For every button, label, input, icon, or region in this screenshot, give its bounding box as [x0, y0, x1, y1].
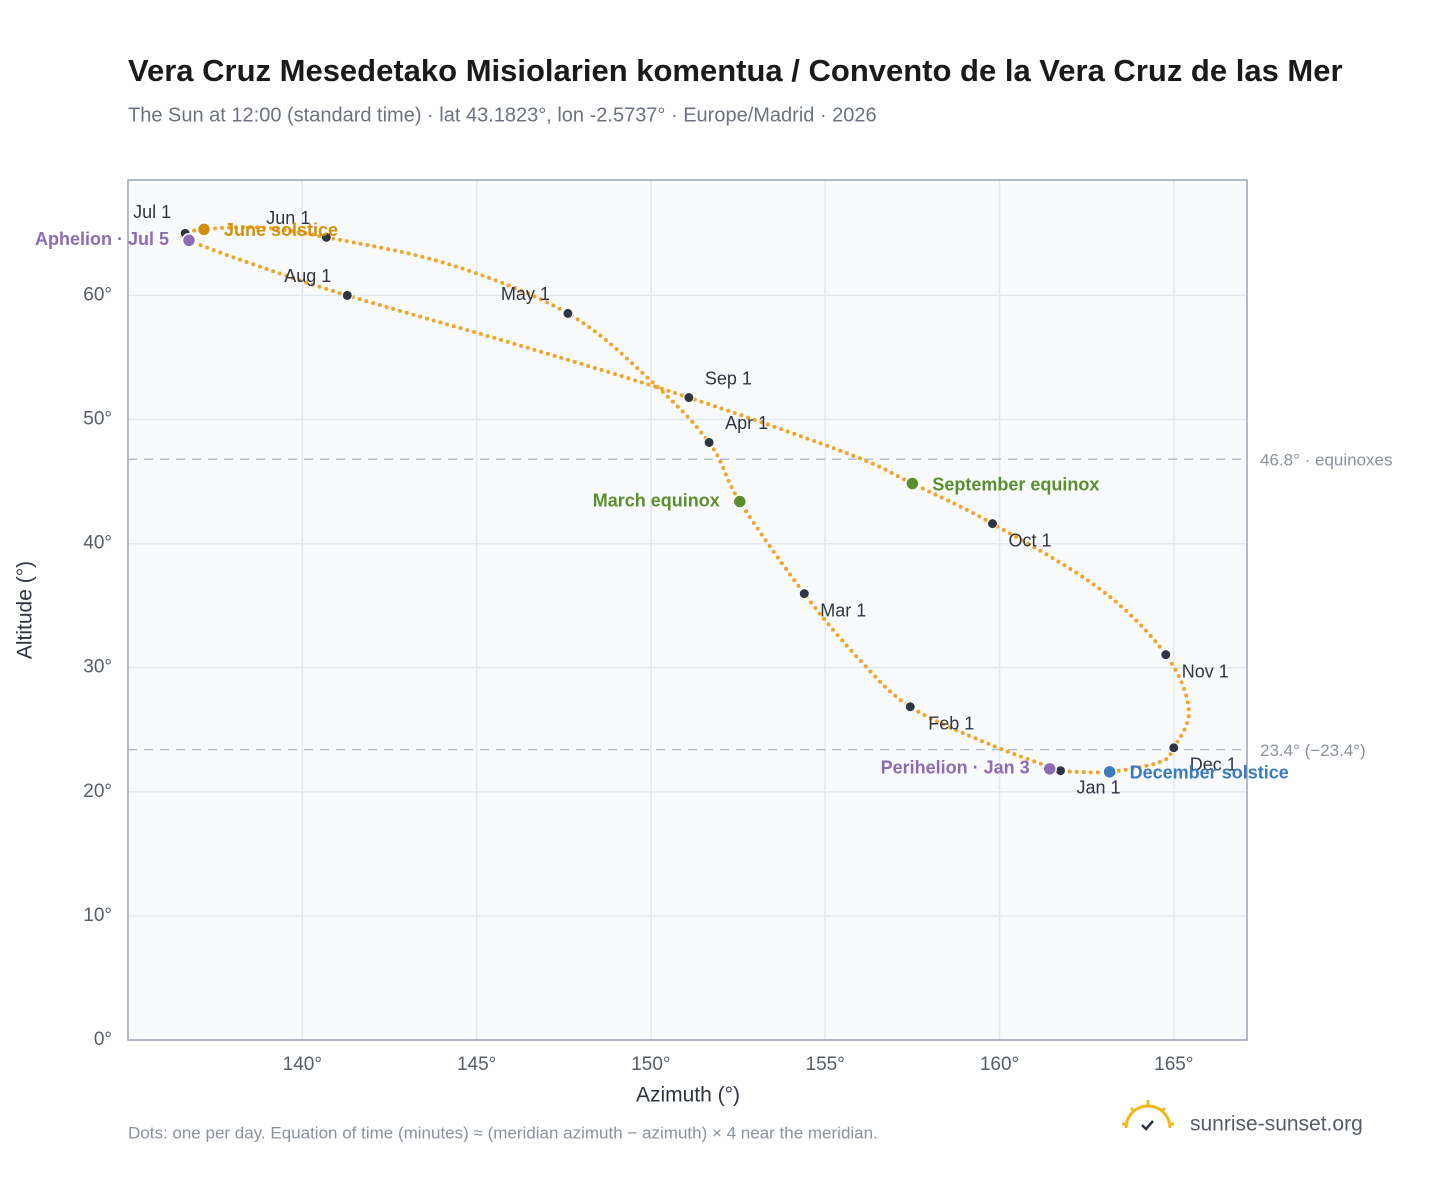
month-marker [320, 231, 332, 243]
month-marker [1168, 742, 1180, 754]
y-tick-label: 60° [83, 284, 112, 305]
month-marker [703, 436, 715, 448]
event-marker [905, 476, 920, 491]
event-marker [732, 494, 748, 509]
month-marker [798, 588, 810, 600]
month-label: Feb 1 [928, 714, 974, 734]
brand-logo [1122, 1100, 1174, 1131]
y-tick-label: 0° [94, 1029, 112, 1050]
y-tick-label: 50° [83, 409, 112, 430]
month-marker [562, 307, 574, 319]
chart-title: Vera Cruz Mesedetako Misiolarien komentu… [128, 53, 1343, 88]
plot-frame [127, 179, 1248, 1041]
event-label: March equinox [593, 490, 720, 510]
x-tick-label: 160° [980, 1054, 1019, 1075]
month-marker [683, 392, 695, 404]
y-axis-label: Altitude (°) [14, 561, 37, 659]
y-tick-label: 30° [83, 657, 112, 678]
month-marker [904, 701, 916, 713]
event-marker [196, 222, 212, 237]
reference-label: 46.8° · equinoxes [1260, 451, 1393, 470]
event-label: Aphelion · Jul 5 [35, 229, 169, 249]
month-marker [341, 289, 353, 301]
event-marker [181, 233, 197, 248]
month-label: Sep 1 [705, 368, 752, 388]
month-label: Oct 1 [1009, 530, 1052, 550]
month-marker [1160, 649, 1172, 661]
month-marker [987, 518, 999, 530]
y-tick-label: 10° [83, 905, 112, 926]
x-axis-label: Azimuth (°) [636, 1084, 740, 1107]
x-tick-label: 155° [806, 1054, 845, 1075]
x-tick-label: 140° [283, 1054, 322, 1075]
brand: sunrise-sunset.org [1190, 1113, 1363, 1136]
event-marker [1102, 764, 1117, 780]
month-label: Jan 1 [1077, 777, 1121, 797]
month-label: Mar 1 [820, 600, 866, 620]
month-label: May 1 [501, 284, 550, 304]
x-tick-label: 165° [1154, 1054, 1193, 1075]
x-tick-label: 150° [631, 1054, 670, 1075]
event-label: June solstice [224, 220, 338, 240]
event-label: December solstice [1130, 763, 1289, 783]
y-tick-label: 20° [83, 781, 112, 802]
x-tick-label: 145° [457, 1054, 496, 1075]
month-label: Dec 1 [1190, 754, 1237, 774]
month-label: Jul 1 [133, 202, 171, 222]
month-marker [1055, 765, 1066, 777]
plot-area [128, 180, 1247, 1040]
chart-subtitle: The Sun at 12:00 (standard time) · lat 4… [128, 104, 877, 126]
daily-path [179, 225, 1191, 775]
month-label: Nov 1 [1182, 661, 1229, 681]
month-label: Jun 1 [266, 208, 310, 228]
y-tick-label: 40° [83, 533, 112, 554]
event-label: September equinox [932, 474, 1099, 494]
event-marker [1042, 761, 1057, 777]
month-label: Apr 1 [725, 413, 768, 433]
event-label: Perihelion · Jan 3 [881, 758, 1030, 778]
reference-label: 23.4° (−23.4°) [1260, 741, 1366, 760]
month-label: Aug 1 [284, 266, 331, 286]
footnote: Dots: one per day. Equation of time (min… [128, 1123, 878, 1142]
